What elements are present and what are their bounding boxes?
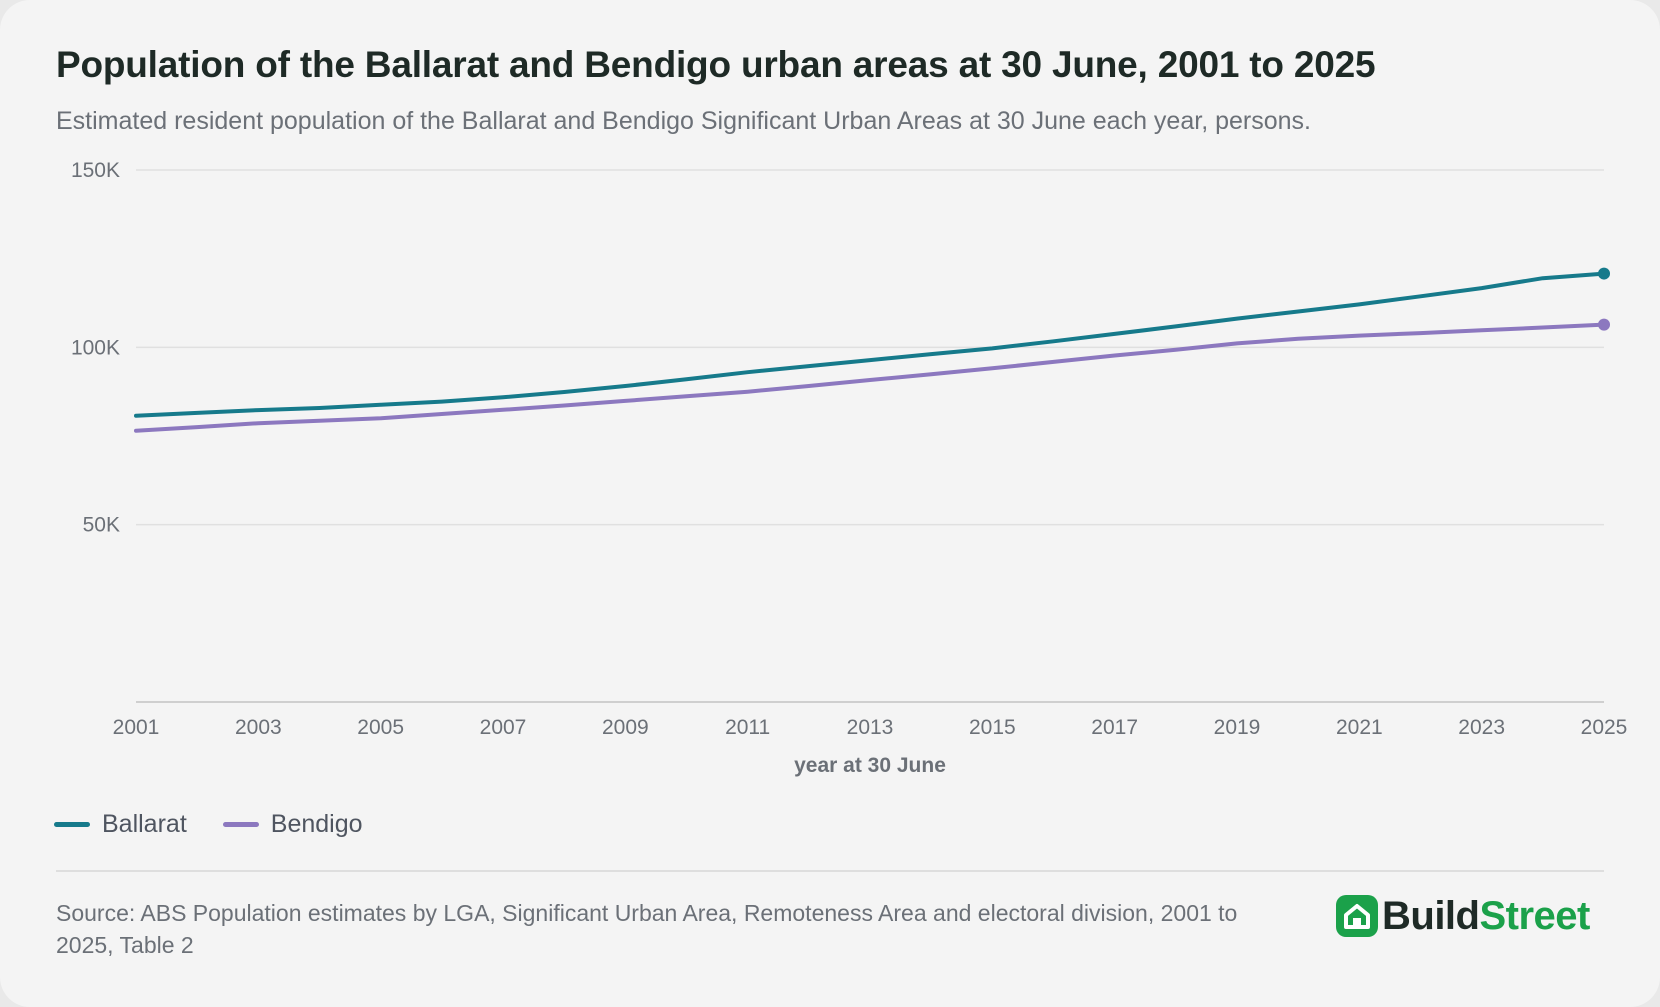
x-tick-label-2023: 2023 [1458,716,1505,739]
series-line-bendigo [134,322,1606,433]
x-tick-label-2017: 2017 [1091,716,1138,739]
x-tick-label-2025: 2025 [1581,716,1628,739]
source-note: Source: ABS Population estimates by LGA,… [56,900,1238,958]
x-axis-title: year at 30 June [794,754,946,777]
legend-label-bendigo: Bendigo [270,810,363,838]
x-tick-label-2009: 2009 [602,716,649,739]
legend: Ballarat Bendigo [54,810,399,839]
series-line-ballarat [134,271,1606,418]
chart-title: Population of the Ballarat and Bendigo u… [56,44,1376,85]
x-tick-label-2005: 2005 [357,716,404,739]
legend-swatch-ballarat [54,822,90,827]
y-tick-label-150K: 150K [71,159,120,182]
series-end-point-bendigo [1598,318,1610,331]
x-tick-label-2001: 2001 [113,716,160,739]
series-end-point-ballarat [1598,267,1610,280]
x-tick-label-2011: 2011 [725,716,770,739]
legend-item-ballarat: Ballarat [54,810,187,839]
footer-divider [56,870,1604,872]
x-tick-label-2007: 2007 [480,716,527,739]
house-icon [1336,895,1378,937]
y-tick-label-50K: 50K [83,514,120,537]
brand-name-build: Build [1382,894,1480,938]
y-tick-label-100K: 100K [71,336,120,359]
line-chart: 50K 100K 150K 2001 2003 2005 2007 2009 2011 2013 2… [71,159,1628,777]
x-tick-label-2003: 2003 [235,716,282,739]
brand-name: BuildStreet [1382,893,1590,939]
legend-label-ballarat: Ballarat [102,810,187,838]
brand-logo: BuildStreet [1336,893,1590,939]
x-tick-label-2021: 2021 [1336,716,1383,739]
x-tick-label-2019: 2019 [1214,716,1261,739]
x-tick-label-2013: 2013 [847,716,894,739]
x-tick-label-2015: 2015 [969,716,1016,739]
brand-name-street: Street [1479,894,1590,938]
legend-item-bendigo: Bendigo [222,810,363,839]
legend-swatch-bendigo [222,822,259,827]
chart-subtitle: Estimated resident population of the Bal… [56,107,1311,135]
